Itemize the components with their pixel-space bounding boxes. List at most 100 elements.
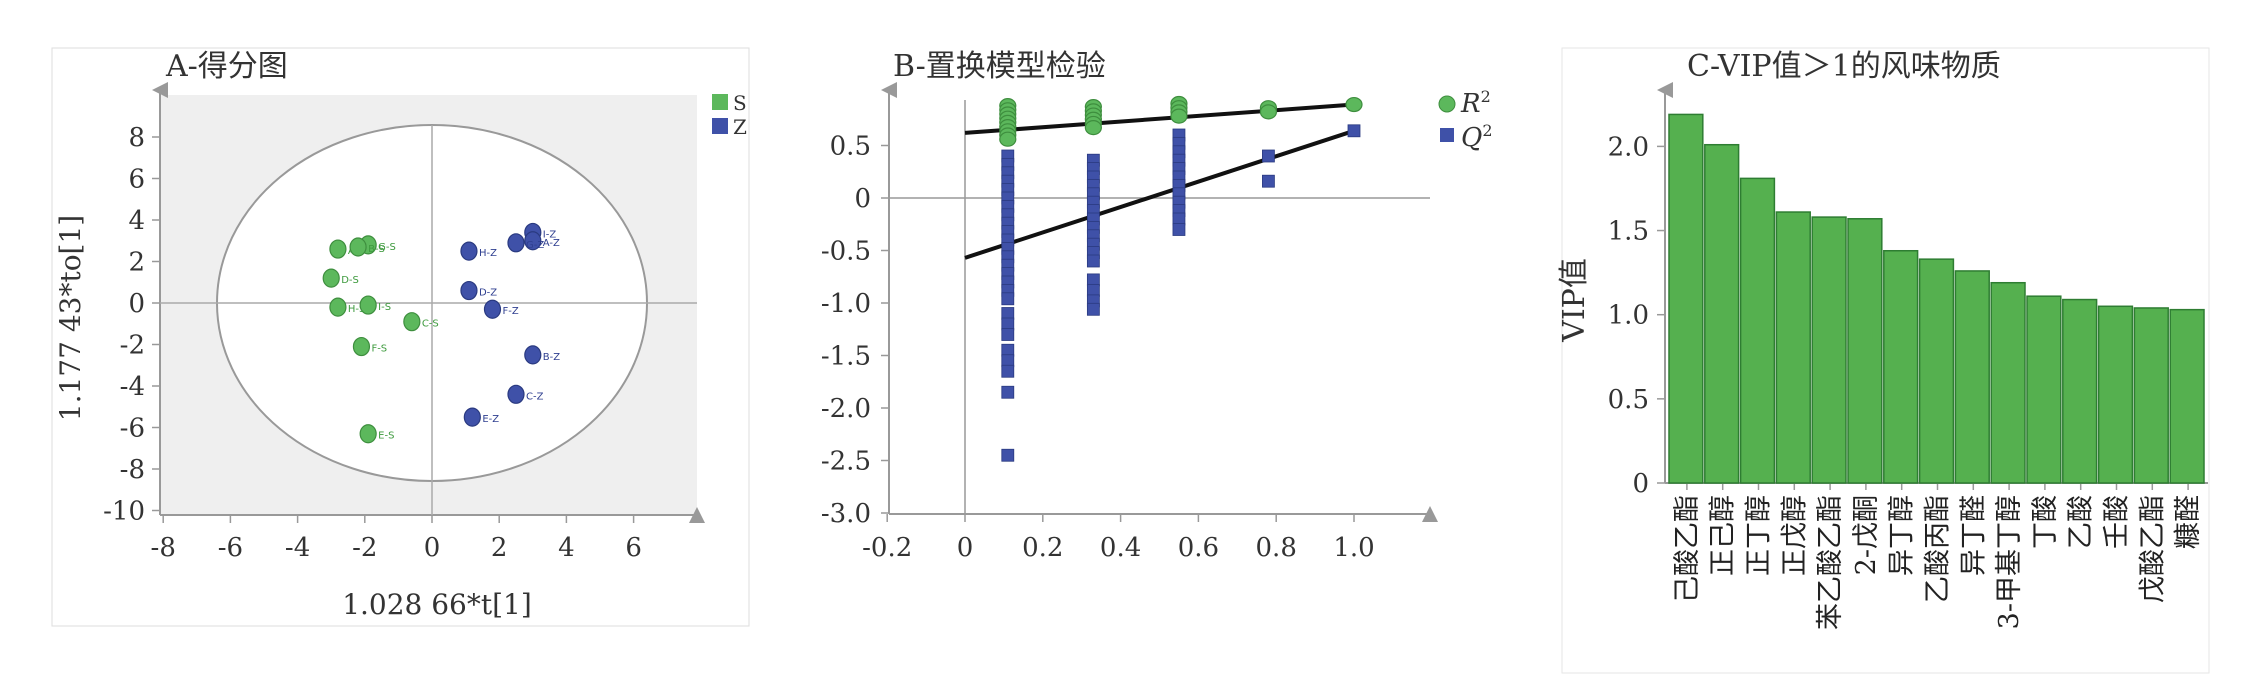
panel-b-x-tick-label: 0.2 (1022, 533, 1063, 563)
score-point-label: A-Z (543, 238, 560, 249)
panel-b-x-tick-label: 0.6 (1178, 533, 1219, 563)
panel-a-x-tick-label: -4 (285, 533, 310, 563)
panel-a-x-tick-label: -6 (218, 533, 243, 563)
vip-bar (1704, 143, 1740, 484)
panel-b-x-tick-label: 0 (957, 533, 974, 563)
score-point-B-Z (524, 345, 542, 365)
panel-b-legend: R2 Q2 (1438, 87, 1493, 153)
panel-b-y-tick-label: -1.5 (821, 342, 871, 372)
q2-point (1347, 124, 1361, 138)
score-point-E-Z (463, 407, 481, 427)
panel-a-y-tick-label: -10 (103, 497, 145, 527)
q2-point (1001, 385, 1015, 399)
panel-b-y-tick-label: -2.0 (821, 394, 871, 424)
panel-b-y-tick-label: -1.0 (821, 289, 871, 319)
panel-c-y-tick-label: 0.5 (1608, 385, 1649, 415)
panel-a-y-tick-label: -2 (120, 331, 145, 361)
score-point-label: G-S (378, 242, 396, 253)
vip-bar (1918, 258, 1955, 484)
legend-s-label: S (733, 91, 747, 115)
category-label: 3-甲基丁醇 (1994, 495, 2025, 629)
vip-bar (1775, 211, 1811, 484)
score-point-label: B-S (368, 244, 385, 255)
panel-b-y-tick-label: -2.5 (821, 447, 871, 477)
score-point-H-Z (460, 241, 478, 261)
panel-a-title: A-得分图 (165, 49, 288, 84)
panel-a-x-tick-label: 0 (424, 533, 441, 563)
panel-a-y-tick-label: 6 (128, 165, 145, 195)
category-label: 异丁醇 (1887, 495, 1918, 576)
panel-a-ylabel: 1.177 43*to[1] (54, 215, 87, 421)
r2-regression-line (964, 102, 1355, 135)
score-point-F-S (352, 336, 371, 357)
panel-a-x-tick-label: -2 (352, 533, 377, 563)
score-point-D-S (322, 268, 340, 288)
vip-bar (2062, 298, 2098, 484)
panel-c-title: C-VIP值＞1的风味物质 (1687, 49, 2001, 84)
score-point-H-S (329, 297, 347, 317)
panel-c-y-tick-label: 0 (1632, 469, 1649, 499)
legend-q2-label: Q2 (1461, 121, 1493, 153)
r2-point (999, 131, 1017, 147)
panel-b-regression-lines (964, 102, 1355, 260)
q2-point (1086, 254, 1100, 268)
vip-bar (2026, 295, 2062, 484)
panel-a-y-tick-label: 0 (128, 289, 145, 319)
panel-b-x-tick-label: 1.0 (1333, 533, 1374, 563)
panel-b-x-tick-label: 0.8 (1256, 533, 1297, 563)
panel-a-y-tick-label: -6 (120, 414, 145, 444)
panel-a-x-tick-label: 2 (491, 533, 508, 563)
category-label: 己酸乙酯 (1672, 495, 1703, 603)
score-point-label: I-Z (543, 229, 557, 240)
score-point-label: I-S (378, 302, 391, 313)
panel-c-y-tick-label: 2.0 (1608, 132, 1649, 162)
panel-b-axes (881, 82, 1438, 522)
score-point-D-Z (460, 280, 478, 301)
score-point-E-S (359, 424, 377, 444)
vip-bar (2097, 305, 2134, 484)
panel-c-y-tick-label: 1.0 (1608, 301, 1649, 331)
vip-bar (1739, 177, 1776, 484)
score-point-A-Z (524, 231, 542, 251)
legend-z-label: Z (733, 115, 747, 139)
panel-b-x-tick-label: 0.4 (1100, 533, 1141, 563)
category-label: 丁酸 (2030, 495, 2061, 549)
panel-a-y-tick-label: 2 (128, 248, 145, 278)
score-point-label: E-S (378, 431, 394, 442)
category-label: 壬酸 (2102, 495, 2133, 549)
panel-b-title: B-置换模型检验 (893, 49, 1106, 84)
panel-a-y-tick-label: 8 (128, 123, 145, 153)
panel-b-y-tick-label: -3.0 (821, 499, 871, 529)
legend-r2-marker (1438, 95, 1456, 113)
score-point-label: D-Z (479, 288, 497, 299)
r2-point (1084, 120, 1102, 136)
q2-point (1086, 302, 1100, 316)
category-label: 正己醇 (1708, 495, 1739, 576)
panel-b-y-tick-label: -0.5 (821, 237, 871, 267)
q2-point (1262, 174, 1275, 188)
r2-point (1259, 104, 1278, 120)
score-point-I-S (359, 295, 377, 315)
panel-b-x-tick-label: -0.2 (862, 533, 912, 563)
vip-bar (1954, 270, 1990, 484)
score-point-C-Z (507, 384, 525, 404)
vip-bar (1811, 216, 1847, 484)
panel-a-legend: S Z (712, 91, 747, 139)
panel-c-tick-labels: 0 0.5 1.0 1.5 2.0 (1608, 132, 1649, 499)
legend-s-swatch (712, 94, 728, 110)
category-label: 乙酸丙酯 (1923, 495, 1954, 603)
q2-point (1262, 149, 1275, 163)
score-point-F-Z (483, 299, 502, 319)
score-point-label: H-S (348, 304, 365, 315)
vip-bar (1668, 113, 1704, 484)
category-label: 异丁醛 (1958, 495, 1989, 576)
legend-z-swatch (712, 118, 728, 134)
panel-b-tick-labels: -0.2 0 0.2 0.4 0.6 0.8 1.0 0.5 0 -0.5 -1.0 -1.5 -2.0… (821, 132, 1375, 564)
score-point-A-S (329, 239, 347, 259)
legend-r2-label: R2 (1460, 87, 1491, 119)
score-point-label: G-Z (526, 240, 544, 251)
q2-point (1001, 364, 1015, 378)
q2-point (1001, 292, 1015, 306)
